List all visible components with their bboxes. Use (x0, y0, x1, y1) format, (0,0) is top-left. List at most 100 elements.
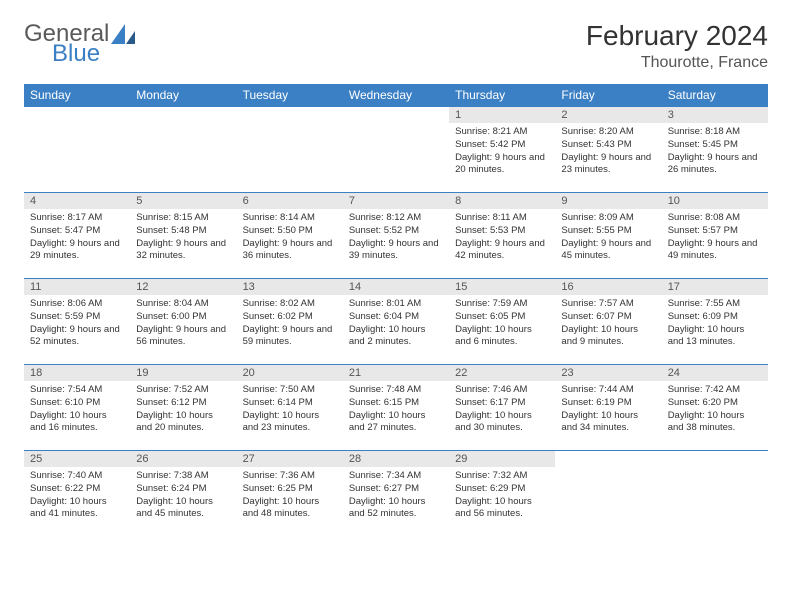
day-details: Sunrise: 7:44 AMSunset: 6:19 PMDaylight:… (555, 381, 661, 438)
day-number: 5 (130, 193, 236, 209)
day-number: 8 (449, 193, 555, 209)
day-number: 16 (555, 279, 661, 295)
calendar-day: 9Sunrise: 8:09 AMSunset: 5:55 PMDaylight… (555, 193, 661, 279)
calendar-day: 27Sunrise: 7:36 AMSunset: 6:25 PMDayligh… (237, 451, 343, 537)
calendar-empty (24, 107, 130, 193)
calendar-table: SundayMondayTuesdayWednesdayThursdayFrid… (24, 84, 768, 537)
calendar-day: 1Sunrise: 8:21 AMSunset: 5:42 PMDaylight… (449, 107, 555, 193)
day-number: 6 (237, 193, 343, 209)
day-details: Sunrise: 7:42 AMSunset: 6:20 PMDaylight:… (662, 381, 768, 438)
day-details: Sunrise: 7:32 AMSunset: 6:29 PMDaylight:… (449, 467, 555, 524)
day-number: 20 (237, 365, 343, 381)
day-number: 26 (130, 451, 236, 467)
day-details: Sunrise: 8:15 AMSunset: 5:48 PMDaylight:… (130, 209, 236, 266)
day-number: 28 (343, 451, 449, 467)
calendar-day: 25Sunrise: 7:40 AMSunset: 6:22 PMDayligh… (24, 451, 130, 537)
day-number: 13 (237, 279, 343, 295)
day-details: Sunrise: 7:38 AMSunset: 6:24 PMDaylight:… (130, 467, 236, 524)
calendar-day: 17Sunrise: 7:55 AMSunset: 6:09 PMDayligh… (662, 279, 768, 365)
calendar-day: 8Sunrise: 8:11 AMSunset: 5:53 PMDaylight… (449, 193, 555, 279)
day-details: Sunrise: 7:36 AMSunset: 6:25 PMDaylight:… (237, 467, 343, 524)
calendar-row: 18Sunrise: 7:54 AMSunset: 6:10 PMDayligh… (24, 365, 768, 451)
calendar-day: 24Sunrise: 7:42 AMSunset: 6:20 PMDayligh… (662, 365, 768, 451)
weekday-header: Monday (130, 84, 236, 107)
calendar-day: 3Sunrise: 8:18 AMSunset: 5:45 PMDaylight… (662, 107, 768, 193)
day-details: Sunrise: 8:21 AMSunset: 5:42 PMDaylight:… (449, 123, 555, 180)
calendar-row: 11Sunrise: 8:06 AMSunset: 5:59 PMDayligh… (24, 279, 768, 365)
day-number: 19 (130, 365, 236, 381)
calendar-day: 19Sunrise: 7:52 AMSunset: 6:12 PMDayligh… (130, 365, 236, 451)
calendar-day: 5Sunrise: 8:15 AMSunset: 5:48 PMDaylight… (130, 193, 236, 279)
day-number: 10 (662, 193, 768, 209)
day-number: 9 (555, 193, 661, 209)
calendar-day: 2Sunrise: 8:20 AMSunset: 5:43 PMDaylight… (555, 107, 661, 193)
day-number: 3 (662, 107, 768, 123)
day-number: 2 (555, 107, 661, 123)
weekday-header: Wednesday (343, 84, 449, 107)
brand-logo: GeneralBlue (24, 20, 135, 68)
day-number: 24 (662, 365, 768, 381)
day-number: 7 (343, 193, 449, 209)
weekday-header: Saturday (662, 84, 768, 107)
title-block: February 2024 Thourotte, France (586, 20, 768, 72)
weekday-header: Tuesday (237, 84, 343, 107)
weekday-header: Friday (555, 84, 661, 107)
calendar-empty (130, 107, 236, 193)
brand-blue: Blue (52, 40, 100, 68)
day-details: Sunrise: 8:09 AMSunset: 5:55 PMDaylight:… (555, 209, 661, 266)
day-details: Sunrise: 7:48 AMSunset: 6:15 PMDaylight:… (343, 381, 449, 438)
calendar-day: 15Sunrise: 7:59 AMSunset: 6:05 PMDayligh… (449, 279, 555, 365)
day-details: Sunrise: 7:54 AMSunset: 6:10 PMDaylight:… (24, 381, 130, 438)
day-number: 29 (449, 451, 555, 467)
calendar-row: 25Sunrise: 7:40 AMSunset: 6:22 PMDayligh… (24, 451, 768, 537)
day-details: Sunrise: 8:14 AMSunset: 5:50 PMDaylight:… (237, 209, 343, 266)
brand-triangle-icon (111, 24, 135, 44)
day-number: 12 (130, 279, 236, 295)
calendar-row: 1Sunrise: 8:21 AMSunset: 5:42 PMDaylight… (24, 107, 768, 193)
day-details: Sunrise: 7:55 AMSunset: 6:09 PMDaylight:… (662, 295, 768, 352)
calendar-row: 4Sunrise: 8:17 AMSunset: 5:47 PMDaylight… (24, 193, 768, 279)
calendar-day: 29Sunrise: 7:32 AMSunset: 6:29 PMDayligh… (449, 451, 555, 537)
calendar-day: 4Sunrise: 8:17 AMSunset: 5:47 PMDaylight… (24, 193, 130, 279)
weekday-header: Sunday (24, 84, 130, 107)
day-number: 25 (24, 451, 130, 467)
day-details: Sunrise: 7:52 AMSunset: 6:12 PMDaylight:… (130, 381, 236, 438)
day-number: 11 (24, 279, 130, 295)
day-details: Sunrise: 8:17 AMSunset: 5:47 PMDaylight:… (24, 209, 130, 266)
day-details: Sunrise: 7:40 AMSunset: 6:22 PMDaylight:… (24, 467, 130, 524)
calendar-day: 18Sunrise: 7:54 AMSunset: 6:10 PMDayligh… (24, 365, 130, 451)
calendar-day: 6Sunrise: 8:14 AMSunset: 5:50 PMDaylight… (237, 193, 343, 279)
day-details: Sunrise: 8:02 AMSunset: 6:02 PMDaylight:… (237, 295, 343, 352)
day-number: 1 (449, 107, 555, 123)
calendar-day: 11Sunrise: 8:06 AMSunset: 5:59 PMDayligh… (24, 279, 130, 365)
calendar-empty (555, 451, 661, 537)
calendar-day: 12Sunrise: 8:04 AMSunset: 6:00 PMDayligh… (130, 279, 236, 365)
calendar-day: 22Sunrise: 7:46 AMSunset: 6:17 PMDayligh… (449, 365, 555, 451)
calendar-empty (237, 107, 343, 193)
day-details: Sunrise: 8:12 AMSunset: 5:52 PMDaylight:… (343, 209, 449, 266)
day-number: 27 (237, 451, 343, 467)
day-number: 21 (343, 365, 449, 381)
day-number: 22 (449, 365, 555, 381)
day-details: Sunrise: 7:46 AMSunset: 6:17 PMDaylight:… (449, 381, 555, 438)
day-details: Sunrise: 8:04 AMSunset: 6:00 PMDaylight:… (130, 295, 236, 352)
day-details: Sunrise: 8:08 AMSunset: 5:57 PMDaylight:… (662, 209, 768, 266)
calendar-empty (343, 107, 449, 193)
calendar-day: 14Sunrise: 8:01 AMSunset: 6:04 PMDayligh… (343, 279, 449, 365)
calendar-day: 10Sunrise: 8:08 AMSunset: 5:57 PMDayligh… (662, 193, 768, 279)
calendar-day: 21Sunrise: 7:48 AMSunset: 6:15 PMDayligh… (343, 365, 449, 451)
day-number: 15 (449, 279, 555, 295)
day-number: 17 (662, 279, 768, 295)
page-title: February 2024 (586, 20, 768, 52)
day-details: Sunrise: 8:20 AMSunset: 5:43 PMDaylight:… (555, 123, 661, 180)
day-details: Sunrise: 8:01 AMSunset: 6:04 PMDaylight:… (343, 295, 449, 352)
day-details: Sunrise: 7:59 AMSunset: 6:05 PMDaylight:… (449, 295, 555, 352)
day-number: 4 (24, 193, 130, 209)
calendar-empty (662, 451, 768, 537)
day-number: 23 (555, 365, 661, 381)
calendar-day: 16Sunrise: 7:57 AMSunset: 6:07 PMDayligh… (555, 279, 661, 365)
day-details: Sunrise: 7:34 AMSunset: 6:27 PMDaylight:… (343, 467, 449, 524)
calendar-body: 1Sunrise: 8:21 AMSunset: 5:42 PMDaylight… (24, 107, 768, 537)
day-details: Sunrise: 8:11 AMSunset: 5:53 PMDaylight:… (449, 209, 555, 266)
calendar-day: 26Sunrise: 7:38 AMSunset: 6:24 PMDayligh… (130, 451, 236, 537)
